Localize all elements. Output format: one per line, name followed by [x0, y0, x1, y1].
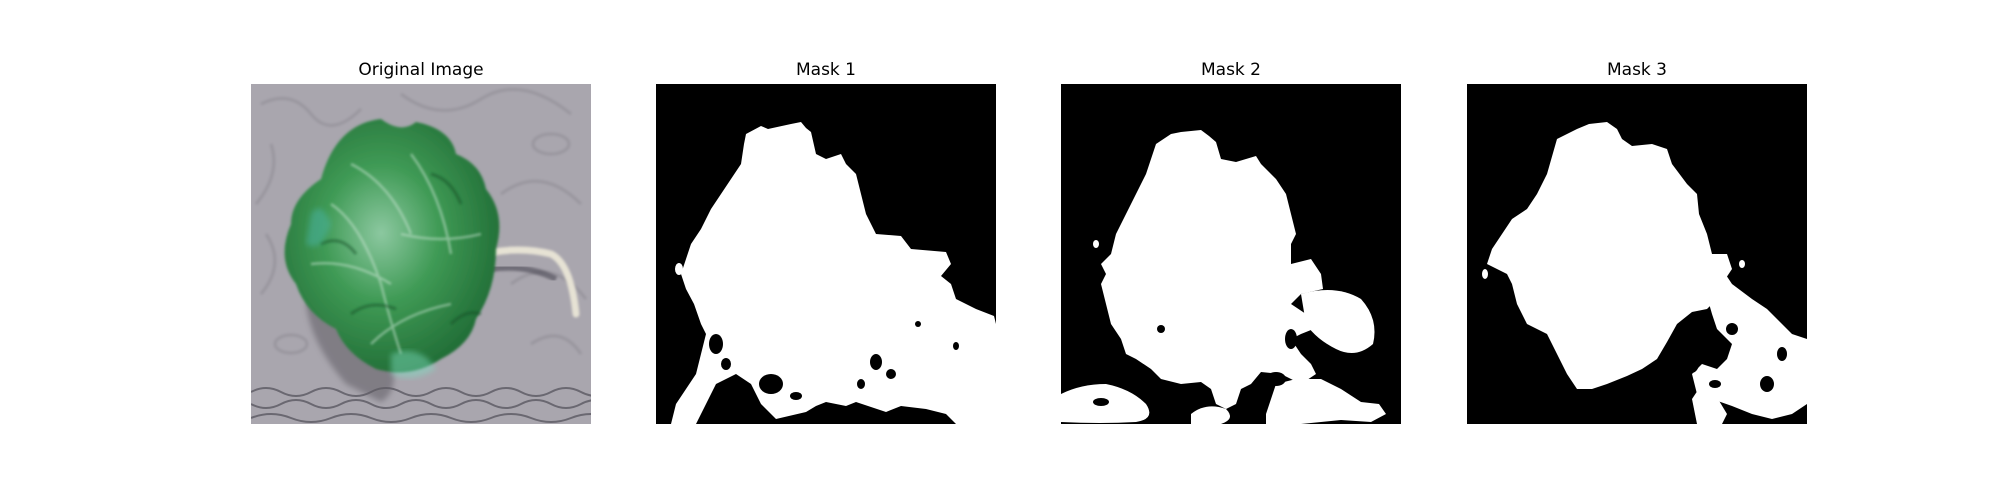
mask-1-title: Mask 1 [795, 60, 856, 80]
mask-2-image [1061, 84, 1401, 424]
mask-2-title: Mask 2 [1200, 60, 1261, 80]
mask-1-image [656, 84, 996, 424]
original-image [251, 84, 591, 424]
original-image-title: Original Image [358, 60, 484, 80]
mask-3-panel: Mask 3 [1467, 58, 1807, 424]
mask-3-image [1467, 84, 1807, 424]
mask-3-title: Mask 3 [1606, 60, 1667, 80]
original-image-panel: Original Image [251, 58, 591, 424]
mask-1-panel: Mask 1 [656, 58, 996, 424]
mask-2-panel: Mask 2 [1061, 58, 1401, 424]
